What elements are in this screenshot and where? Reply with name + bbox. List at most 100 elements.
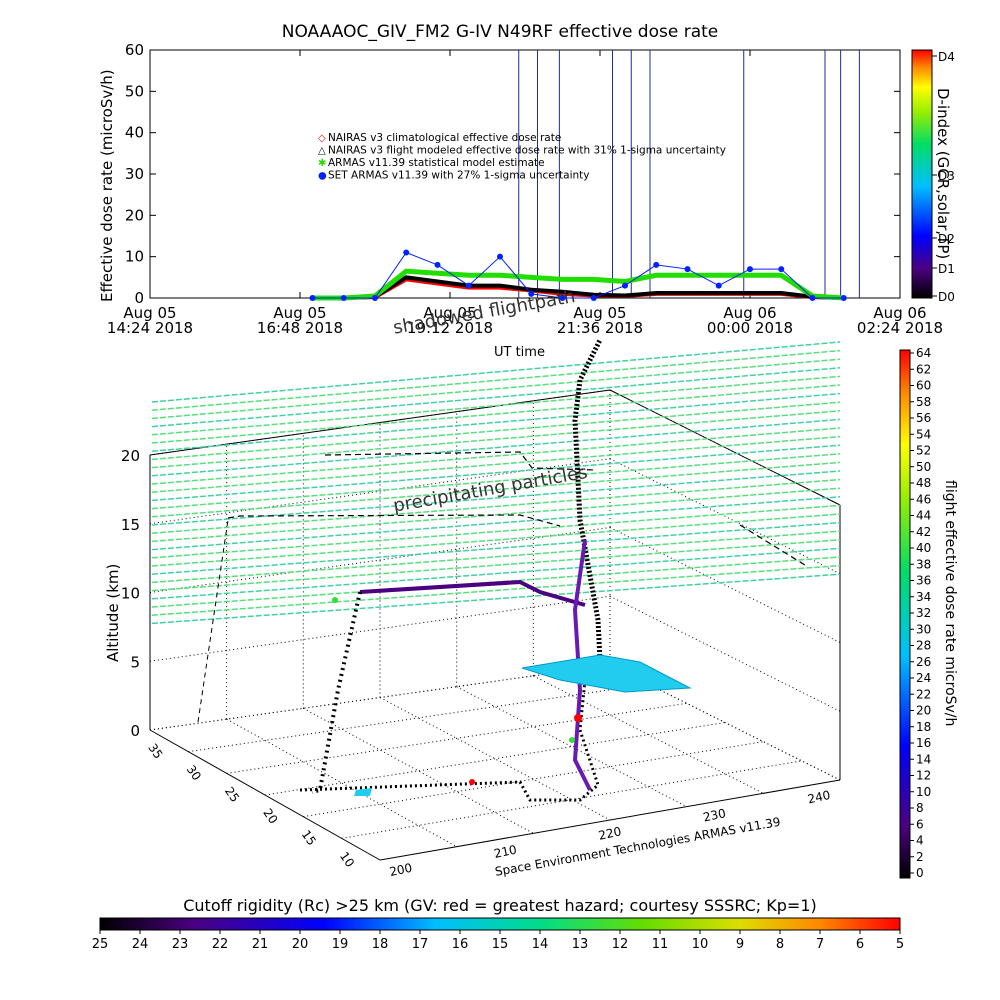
dindex-tick-label: D0 <box>938 290 955 304</box>
x-tick-label: 16:48 2018 <box>257 319 343 337</box>
x-tick-label: Aug 06 <box>723 304 776 322</box>
plane-hatch-line <box>151 444 841 502</box>
track-segment <box>299 661 602 802</box>
rc-colorbar <box>99 917 901 931</box>
set-armas-point <box>653 261 660 268</box>
top-plot-series: ◇ NAIRAS v3 climatological effective dose… <box>309 50 860 301</box>
dose-colorbar-label: flight effective dose rate microSv/h <box>942 480 958 727</box>
rc-tick-label: 23 <box>172 937 189 952</box>
precip-region <box>521 654 692 693</box>
plane-hatch-line <box>151 564 841 616</box>
y-tick-label: 60 <box>125 41 144 59</box>
lat-tick-label: 35 <box>145 741 165 762</box>
x-tick-label: Aug 05 <box>573 304 626 322</box>
set-armas-point <box>340 295 347 301</box>
dindex-colorbar <box>911 49 933 299</box>
box-edge <box>149 389 611 456</box>
set-armas-point <box>840 295 847 301</box>
precipitating-particles-plane <box>151 341 841 625</box>
rc-tick-label: 13 <box>572 937 589 952</box>
dose-tick-label: 20 <box>916 704 931 718</box>
track-segment <box>311 591 362 794</box>
rc-colorbar-label: Cutoff rigidity (Rc) >25 km (GV: red = g… <box>183 896 817 915</box>
rc-tick-label: 21 <box>252 937 269 952</box>
dose-tick-label: 38 <box>916 557 931 571</box>
rc-tick-label: 15 <box>492 937 509 952</box>
rc-tick-label: 11 <box>652 937 669 952</box>
rc-colorbar-ticks: 25 24 23 22 21 20 19 18 17 16 15 14 13 12 11 10 9 8 7 6 5 <box>92 930 904 952</box>
precip-region <box>354 788 372 796</box>
plane-hatch-line <box>151 487 841 543</box>
dose-tick-label: 26 <box>916 655 931 669</box>
rc-tick-label: 9 <box>736 937 744 952</box>
set-armas-point <box>403 249 410 256</box>
plane-hatch-line <box>151 573 841 625</box>
z-tick-label: 10 <box>121 585 140 603</box>
dose-tick-label: 4 <box>916 834 924 848</box>
3d-box: 0 5 10 15 20 200 210 220 230 240 35 30 25 20 15 10 <box>121 389 841 879</box>
dose-colorbar-ticks: 0246810121416182022242628303234363840424… <box>910 346 931 880</box>
plane-hatch-line <box>151 513 841 567</box>
dose-tick-label: 60 <box>916 379 931 393</box>
series-line <box>312 268 844 301</box>
lat-tick-label: 25 <box>222 784 242 805</box>
rc-tick-label: 17 <box>412 937 429 952</box>
box-edge <box>264 722 726 796</box>
lon-tick-label: 200 <box>388 861 413 879</box>
plane-hatch-line <box>151 470 841 526</box>
set-armas-point <box>434 261 441 268</box>
dose-tick-label: 6 <box>916 817 924 831</box>
z-tick-label: 5 <box>130 653 140 671</box>
track-segment <box>572 539 592 791</box>
rc-tick-label: 10 <box>692 937 709 952</box>
dose-tick-label: 44 <box>916 509 931 523</box>
legend-entry: NAIRAS v3 flight modeled effective dose … <box>328 145 726 157</box>
dindex-tick-label: D3 <box>938 169 955 183</box>
y-tick-label: 30 <box>125 165 144 183</box>
box-edge <box>303 707 534 834</box>
legend-symbol: △ <box>318 146 326 157</box>
dose-tick-label: 8 <box>916 801 924 815</box>
dindex-label: D-index (GCR,solar,TP) <box>934 88 952 260</box>
set-armas-point <box>309 295 316 301</box>
dose-tick-label: 10 <box>916 785 931 799</box>
rc-tick-label: 7 <box>816 937 824 952</box>
x-tick-label: Aug 05 <box>123 304 176 322</box>
plane-hatch-line <box>151 547 841 600</box>
dindex-tick-label: D2 <box>938 232 955 246</box>
rc-tick-label: 18 <box>372 937 389 952</box>
rc-tick-label: 22 <box>212 937 229 952</box>
x-tick-label: 19:12 2018 <box>407 319 493 337</box>
box-edge <box>609 458 841 575</box>
set-armas-point <box>684 266 691 273</box>
plane-hatch-line <box>151 496 841 551</box>
plane-hatch-line <box>151 504 841 559</box>
dose-tick-label: 18 <box>916 720 931 734</box>
box-edge <box>609 595 841 712</box>
y-tick-label: 0 <box>134 289 144 307</box>
plane-hatch-line <box>151 367 841 428</box>
box-edge <box>188 683 649 753</box>
set-armas-point <box>528 290 535 297</box>
plane-hatch-line <box>151 461 841 518</box>
plane-hatch-line <box>151 341 841 403</box>
y-tick-label: 10 <box>125 248 144 266</box>
dose-tick-label: 40 <box>916 541 931 555</box>
set-armas-point <box>747 266 753 273</box>
legend-symbol: ◇ <box>318 133 326 144</box>
box-edge <box>609 389 841 506</box>
plane-hatch-line <box>151 358 841 420</box>
dose-tick-label: 48 <box>916 476 931 490</box>
rc-tick-label: 20 <box>292 937 309 952</box>
dose-tick-label: 34 <box>916 590 931 604</box>
plane-hatch-line <box>151 478 841 534</box>
track-marker <box>332 597 338 603</box>
dose-tick-label: 32 <box>916 606 931 620</box>
track-segment <box>359 579 586 607</box>
rc-tick-label: 16 <box>452 937 469 952</box>
plane-hatch-line <box>151 530 841 584</box>
dose-tick-label: 30 <box>916 622 931 636</box>
set-armas-point <box>809 295 816 301</box>
box-edge <box>149 458 611 525</box>
x-tick-label: Aug 05 <box>423 304 476 322</box>
